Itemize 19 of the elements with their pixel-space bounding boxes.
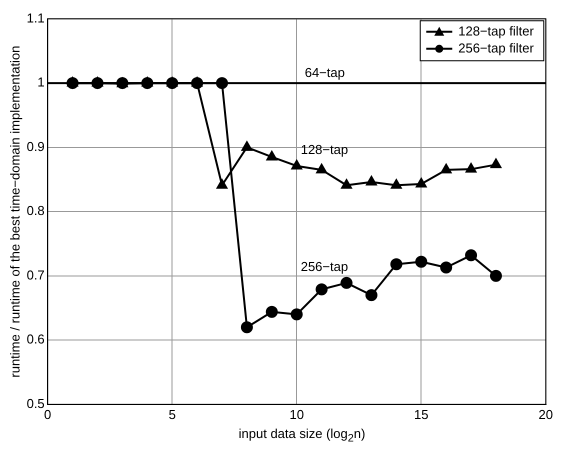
legend-label: 128−tap filter [458,23,534,38]
x-tick-label: 5 [168,406,176,422]
x-axis-title: input data size (log$_{2}$n) [238,426,366,445]
x-tick-label: 15 [414,406,428,422]
x-tick-label: 20 [538,406,554,422]
y-tick-label: 1.1 [26,10,45,26]
annotation: 128−tap [300,142,348,157]
y-tick-label: 0.8 [26,203,45,218]
legend-label: 256−tap filter [458,40,534,56]
annotation: 256−tap [300,258,348,274]
y-tick-label: 0.6 [26,332,45,347]
y-tick-label: 0.5 [26,396,45,411]
ref-line-label: 64−tap [304,65,345,80]
x-tick-label: 0 [44,406,52,422]
y-tick-label: 0.7 [26,267,45,282]
x-tick-label: 10 [289,406,304,422]
y-tick-label: 0.9 [26,138,45,154]
y-axis-title: runtime / runtime of the best time−domain implementation [7,46,22,378]
y-tick-label: 1 [37,74,45,90]
